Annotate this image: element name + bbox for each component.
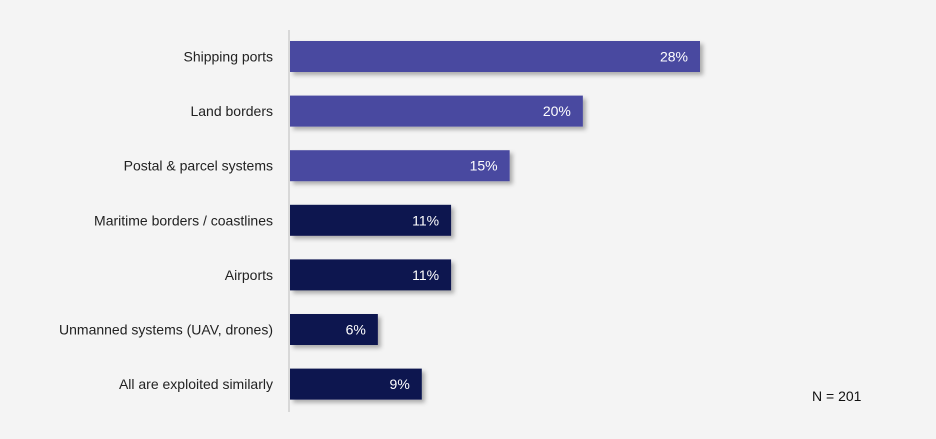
bar bbox=[290, 95, 583, 127]
category-label: Airports bbox=[225, 267, 273, 283]
category-label: Shipping ports bbox=[183, 49, 273, 65]
data-label: 9% bbox=[390, 376, 410, 392]
category-label: Postal & parcel systems bbox=[124, 158, 273, 174]
bar bbox=[290, 259, 452, 291]
bar bbox=[290, 150, 510, 182]
bar bbox=[290, 314, 378, 345]
data-label: 11% bbox=[412, 212, 439, 228]
category-label: Land borders bbox=[190, 103, 273, 119]
data-label: 11% bbox=[412, 267, 439, 283]
data-label: 6% bbox=[346, 322, 366, 338]
category-label: All are exploited similarly bbox=[119, 376, 273, 392]
category-label: Maritime borders / coastlines bbox=[94, 212, 273, 228]
bar bbox=[290, 204, 452, 236]
category-label: Unmanned systems (UAV, drones) bbox=[59, 322, 273, 338]
bar bbox=[290, 368, 422, 400]
data-label: 20% bbox=[543, 103, 571, 119]
data-label: 15% bbox=[470, 158, 498, 174]
sample-size-annotation: N = 201 bbox=[812, 388, 862, 404]
bar bbox=[290, 41, 700, 72]
data-label: 28% bbox=[660, 49, 688, 65]
